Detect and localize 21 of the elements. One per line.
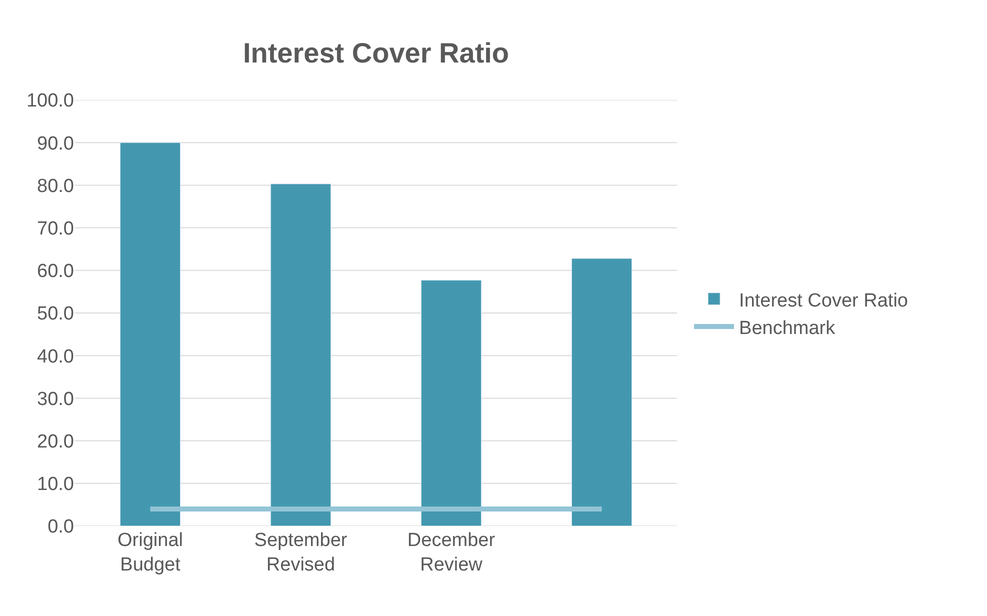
y-tick-label: 80.0 [37, 176, 74, 197]
chart-title: Interest Cover Ratio [242, 38, 510, 69]
x-tick-label: Original Budget [118, 530, 183, 576]
y-tick-label: 100.0 [26, 90, 74, 112]
y-tick-label: 90.0 [37, 133, 74, 154]
bar [270, 184, 332, 526]
legend-label: Benchmark [739, 318, 836, 339]
bar [420, 280, 482, 526]
bar [571, 258, 632, 526]
x-tick-label: September Revised [254, 530, 348, 576]
y-tick-label: 30.0 [37, 388, 74, 410]
x-tick-label: December Review [407, 530, 496, 576]
y-tick-label: 40.0 [37, 346, 74, 368]
y-tick-label: 0.0 [48, 516, 74, 538]
y-tick-label: 20.0 [37, 431, 74, 452]
y-tick-label: 50.0 [37, 304, 74, 325]
y-tick-label: 70.0 [37, 218, 74, 240]
legend-label: Interest Cover Ratio [739, 290, 908, 312]
y-tick-label: 10.0 [37, 474, 74, 496]
bar [120, 142, 181, 526]
y-tick-label: 60.0 [37, 261, 74, 282]
